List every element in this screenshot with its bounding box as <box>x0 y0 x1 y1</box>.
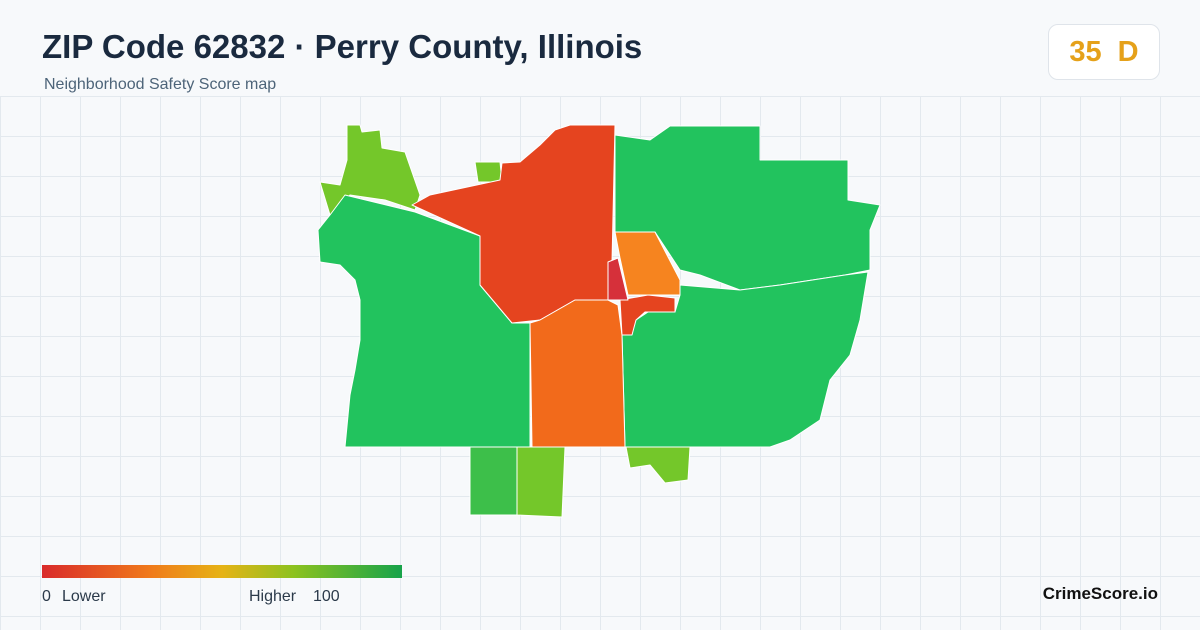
region <box>529 299 626 448</box>
legend-max: 100 <box>313 588 340 605</box>
subtitle: Neighborhood Safety Score map <box>44 76 277 93</box>
legend-min-label: Lower <box>62 588 106 605</box>
region <box>474 161 503 183</box>
region <box>619 294 676 336</box>
region <box>516 446 566 518</box>
region <box>614 231 681 296</box>
score-box: 35 D <box>1048 24 1160 80</box>
title: ZIP Code 62832 · Perry County, Illinois <box>42 28 643 65</box>
region <box>469 446 518 516</box>
score-grade: D <box>1117 35 1139 68</box>
legend-max-label: Higher <box>249 588 297 605</box>
legend-gradient <box>42 565 402 578</box>
region <box>607 257 629 301</box>
brand: CrimeScore.io <box>1042 584 1158 603</box>
region <box>319 124 421 216</box>
region <box>411 124 616 324</box>
region <box>614 125 881 291</box>
region <box>625 446 691 484</box>
legend-min: 0 <box>42 588 51 605</box>
score-value: 35 <box>1069 35 1102 68</box>
